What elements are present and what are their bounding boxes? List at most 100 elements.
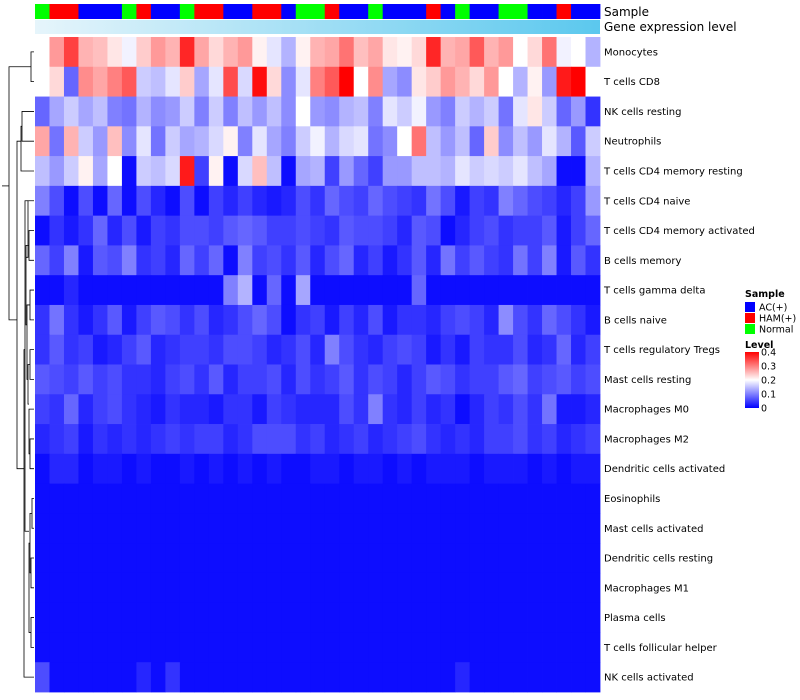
legend-sample-items: AC(+)HAM(+)Normal (745, 302, 796, 336)
cell-r12-c0 (35, 394, 50, 425)
legend-level-colorbar (745, 352, 759, 408)
cell-r2-c19 (310, 96, 326, 127)
cell-r17-c2 (63, 543, 79, 574)
sample-cell-29 (455, 4, 471, 19)
cell-r0-c6 (121, 37, 137, 68)
cell-r14-c0 (35, 453, 50, 484)
sample-cell-13 (223, 4, 239, 19)
cell-r4-c5 (107, 156, 123, 187)
cell-r5-c8 (150, 185, 166, 217)
cell-r6-c30 (469, 215, 485, 246)
cell-r20-c25 (397, 632, 413, 663)
cell-r5-c35 (542, 185, 557, 217)
cell-r16-c9 (165, 513, 181, 544)
cell-r13-c6 (121, 424, 137, 455)
cell-r18-c22 (353, 572, 369, 604)
cell-r16-c3 (78, 513, 94, 544)
cell-r0-c24 (382, 37, 398, 68)
cell-r12-c17 (281, 394, 297, 425)
sample-cell-37 (571, 4, 586, 19)
cell-r15-c25 (397, 483, 413, 514)
cell-r8-c16 (266, 275, 282, 306)
cell-r6-c21 (339, 215, 355, 246)
cell-r2-c32 (498, 96, 514, 127)
cell-r4-c4 (92, 156, 108, 187)
cell-r20-c15 (252, 632, 268, 663)
cell-r17-c28 (440, 543, 456, 574)
cell-r8-c6 (121, 275, 137, 306)
cell-r16-c22 (353, 513, 369, 544)
sample-cell-19 (310, 4, 326, 19)
cell-r1-c33 (513, 66, 528, 97)
cell-r14-c2 (63, 453, 79, 484)
cell-r3-c21 (339, 126, 355, 157)
cell-r12-c4 (92, 394, 108, 425)
row-label-14: Dendritic cells activated (604, 464, 725, 475)
row-label-11: Mast cells resting (604, 375, 691, 386)
cell-r2-c7 (136, 96, 152, 127)
cell-r11-c35 (542, 364, 557, 395)
cell-r2-c33 (513, 96, 528, 127)
cell-r17-c24 (382, 543, 398, 574)
cell-r15-c36 (556, 483, 572, 514)
cell-r1-c19 (310, 66, 326, 97)
cell-r4-c3 (78, 156, 94, 187)
cell-r13-c10 (179, 424, 195, 455)
cell-r10-c24 (382, 334, 398, 365)
cell-r2-c1 (49, 96, 65, 127)
cell-r3-c10 (179, 126, 195, 157)
cell-r21-c14 (237, 662, 253, 693)
cell-r8-c30 (469, 275, 485, 306)
cell-r0-c34 (527, 37, 543, 68)
cell-r16-c15 (252, 513, 268, 544)
cell-r8-c32 (498, 275, 514, 306)
cell-r7-c35 (542, 245, 557, 276)
cell-r3-c9 (165, 126, 181, 157)
cell-r18-c8 (150, 572, 166, 604)
cell-r15-c37 (571, 483, 586, 514)
cell-r13-c21 (339, 424, 355, 455)
cell-r8-c11 (194, 275, 210, 306)
cell-r5-c18 (295, 185, 311, 217)
cell-r17-c23 (368, 543, 384, 574)
cell-r5-c12 (208, 185, 224, 217)
cell-r1-c16 (266, 66, 282, 97)
cell-r20-c6 (121, 632, 137, 663)
cell-r20-c22 (353, 632, 369, 663)
cell-r13-c1 (49, 424, 65, 455)
cell-r5-c33 (513, 185, 528, 217)
cell-r0-c37 (571, 37, 586, 68)
cell-r17-c5 (107, 543, 123, 574)
cell-r11-c1 (49, 364, 65, 395)
cell-r15-c24 (382, 483, 398, 514)
cell-r0-c1 (49, 37, 65, 68)
cell-r14-c29 (455, 453, 471, 484)
cell-r2-c22 (353, 96, 369, 127)
cell-r4-c12 (208, 156, 224, 187)
cell-r1-c1 (49, 66, 65, 97)
cell-r4-c25 (397, 156, 413, 187)
cell-r16-c16 (266, 513, 282, 544)
cell-r20-c19 (310, 632, 326, 663)
cell-r9-c13 (223, 304, 239, 336)
legend-level-tick-0: 0.4 (761, 348, 776, 359)
cell-r9-c5 (107, 304, 123, 336)
cell-r19-c19 (310, 602, 326, 633)
cell-r11-c0 (35, 364, 50, 395)
cell-r14-c33 (513, 453, 528, 484)
cell-r19-c8 (150, 602, 166, 633)
cell-r13-c23 (368, 424, 384, 455)
cell-r19-c28 (440, 602, 456, 633)
cell-r12-c1 (49, 394, 65, 425)
row-label-7: B cells memory (604, 256, 681, 267)
cell-r15-c23 (368, 483, 384, 514)
cell-r1-c22 (353, 66, 369, 97)
cell-r21-c30 (469, 662, 485, 693)
cell-r18-c26 (411, 572, 427, 604)
cell-r17-c18 (295, 543, 311, 574)
cell-r9-c15 (252, 304, 268, 336)
legend: Sample AC(+)HAM(+)Normal Level 0.4 0.3 0.2… (745, 289, 796, 415)
cell-r15-c15 (252, 483, 268, 514)
sample-cell-30 (469, 4, 485, 19)
cell-r14-c17 (281, 453, 297, 484)
